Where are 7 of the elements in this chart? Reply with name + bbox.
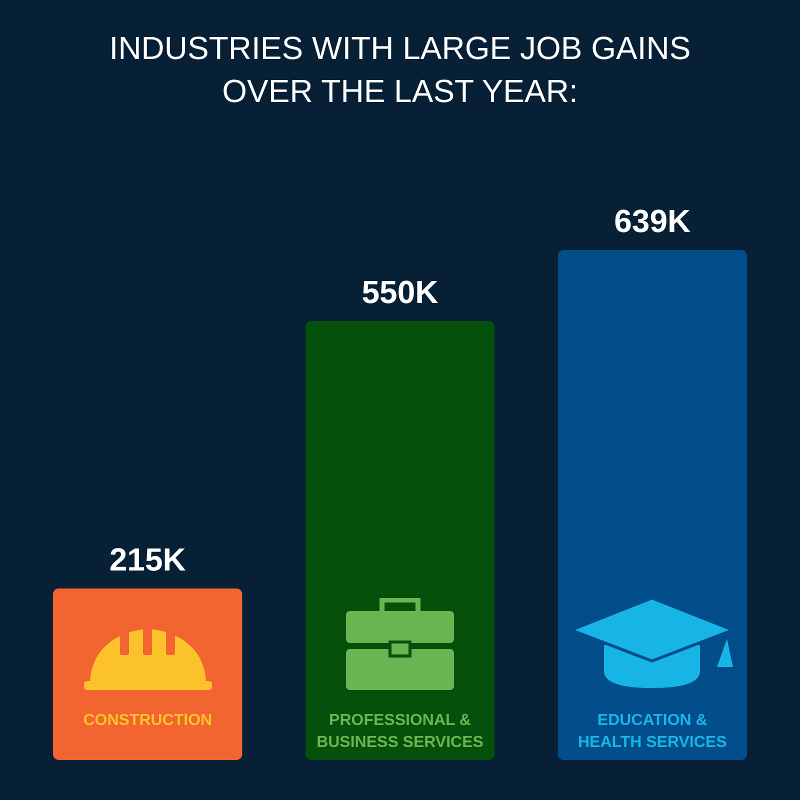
x-tick-label: CONSTRUCTION [83, 712, 212, 729]
data-label: 215K [109, 541, 186, 578]
x-tick-label: EDUCATION & HEALTH SERVICES [578, 712, 728, 751]
x-tick-label: PROFESSIONAL & BUSINESS SERVICES [316, 712, 484, 751]
data-label: 550K [362, 274, 438, 310]
data-label: 639K [614, 203, 691, 239]
chart-title: INDUSTRIES WITH LARGE JOB GAINS OVER THE LAST YEAR: [108, 29, 692, 111]
